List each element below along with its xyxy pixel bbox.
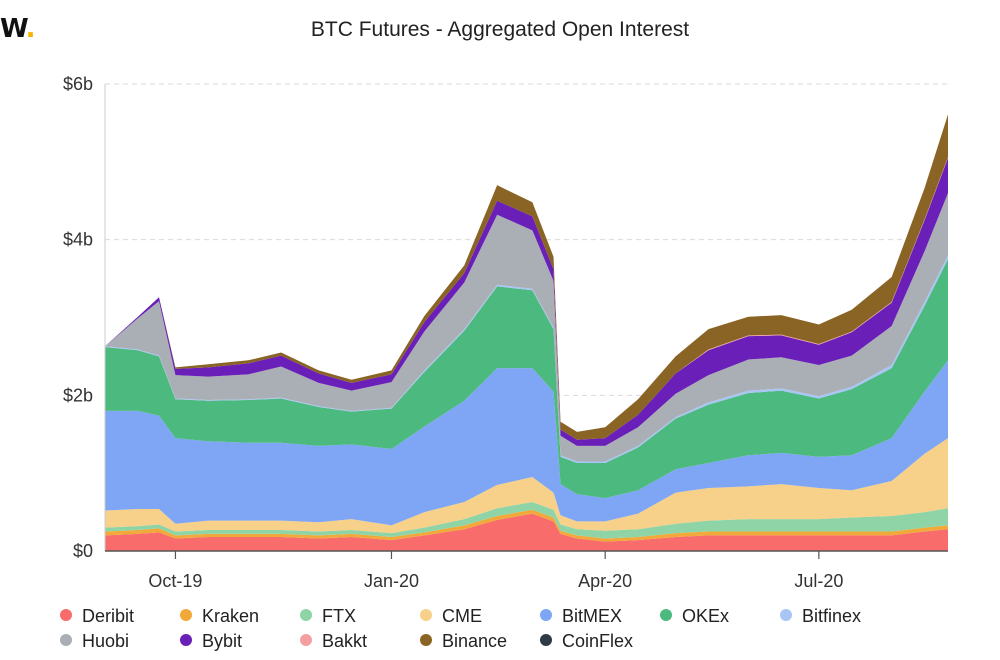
series-area-deribit (105, 513, 948, 551)
legend-swatch (420, 634, 432, 647)
legend-label: Kraken (202, 606, 260, 626)
legend-swatch (660, 609, 672, 622)
chart-area: $0 $2b $4b $6b Oct-19 Jan-20 Apr-20 Jul-20 (63, 74, 948, 591)
legend-swatch (300, 634, 312, 647)
legend-label: Deribit (82, 606, 135, 626)
legend-label: CoinFlex (562, 631, 634, 651)
legend-label: Bitfinex (802, 606, 862, 626)
y-tick-label: $4b (63, 230, 93, 250)
legend-label: Binance (442, 631, 508, 651)
series-area-bitmex (105, 360, 948, 526)
legend-item-coinflex[interactable]: CoinFlex (540, 631, 633, 652)
legend-item-deribit[interactable]: Deribit (60, 606, 134, 627)
legend-swatch (60, 634, 72, 647)
legend-label: Bakkt (322, 631, 368, 651)
legend-item-bybit[interactable]: Bybit (180, 631, 242, 652)
chart-title: BTC Futures - Aggregated Open Interest (310, 18, 690, 41)
legend-item-cme[interactable]: CME (420, 606, 482, 627)
y-tick-label: $6b (63, 74, 93, 94)
legend-swatch (780, 609, 792, 622)
legend-swatch (300, 609, 312, 622)
legend-item-bakkt[interactable]: Bakkt (300, 631, 367, 652)
legend-label: BitMEX (562, 606, 623, 626)
x-tick-label: Jul-20 (794, 571, 843, 591)
legend-item-bitmex[interactable]: BitMEX (540, 606, 622, 627)
legend-swatch (180, 609, 192, 622)
logo-letter: W (0, 14, 27, 44)
legend-item-binance[interactable]: Binance (420, 631, 507, 652)
legend-swatch (540, 609, 552, 622)
brand-logo: W. (0, 14, 36, 44)
x-tick-label: Jan-20 (364, 571, 419, 591)
series-area-cme (105, 438, 948, 534)
series-area-bybit (105, 157, 948, 446)
legend-item-ftx[interactable]: FTX (300, 606, 356, 627)
legend-swatch (420, 609, 432, 622)
series-area-kraken (105, 509, 948, 542)
series-area-huobi (105, 192, 948, 462)
series-area-okex (105, 259, 948, 499)
logo-dot: . (25, 14, 36, 44)
y-tick-label: $2b (63, 385, 93, 405)
legend-item-bitfinex[interactable]: Bitfinex (780, 606, 861, 627)
legend-label: OKEx (682, 606, 730, 626)
legend-item-okex[interactable]: OKEx (660, 606, 729, 627)
legend-swatch (540, 634, 552, 647)
legend-label: FTX (322, 606, 356, 626)
x-tick-label: Oct-19 (148, 571, 202, 591)
x-tick-label: Apr-20 (578, 571, 632, 591)
y-tick-label: $0 (73, 541, 93, 561)
legend-item-kraken[interactable]: Kraken (180, 606, 259, 627)
legend-label: Bybit (202, 631, 243, 651)
legend-swatch (60, 609, 72, 622)
legend-label: Huobi (82, 631, 130, 651)
legend-label: CME (442, 606, 482, 626)
series-area-ftx (105, 501, 948, 539)
legend-item-huobi[interactable]: Huobi (60, 631, 129, 652)
legend-swatch (180, 634, 192, 647)
